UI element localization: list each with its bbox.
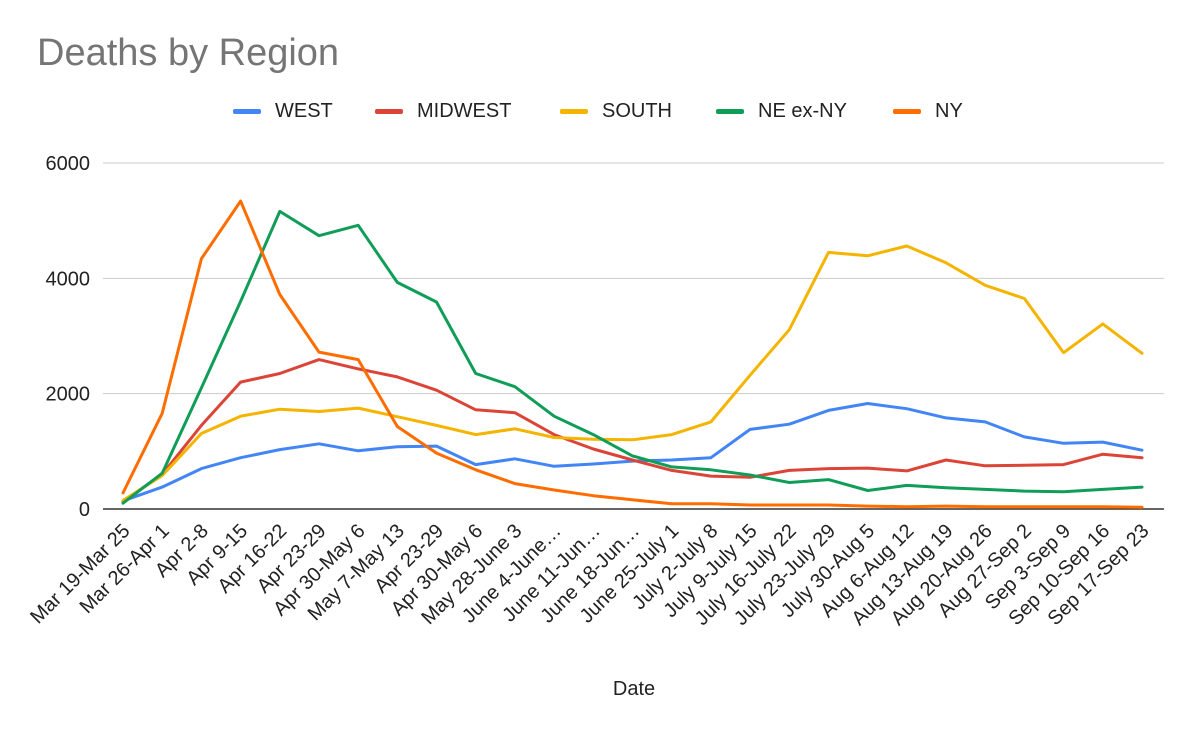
y-tick-label: 4000 bbox=[46, 268, 91, 290]
legend-label: MIDWEST bbox=[417, 99, 512, 122]
legend: WEST MIDWEST SOUTH NE ex-NY NY bbox=[0, 96, 1200, 126]
legend-label: NY bbox=[935, 99, 963, 122]
legend-item-west: WEST bbox=[233, 96, 333, 126]
legend-item-ny: NY bbox=[893, 96, 963, 126]
series-line-west bbox=[121, 402, 1144, 503]
legend-swatch bbox=[893, 108, 921, 114]
series-lines bbox=[121, 199, 1144, 509]
legend-label: WEST bbox=[275, 99, 333, 122]
series-line-south bbox=[121, 244, 1144, 502]
x-axis-title: Date bbox=[612, 678, 656, 700]
legend-swatch bbox=[716, 108, 744, 114]
legend-item-midwest: MIDWEST bbox=[375, 96, 511, 126]
y-tick-label: 6000 bbox=[46, 153, 91, 175]
grid-lines bbox=[103, 162, 1164, 510]
legend-label: SOUTH bbox=[602, 99, 672, 122]
series-line-ny bbox=[121, 199, 1144, 509]
legend-item-south: SOUTH bbox=[560, 96, 672, 126]
y-tick-label: 0 bbox=[79, 499, 90, 521]
legend-item-ne-ex-ny: NE ex-NY bbox=[716, 96, 847, 126]
series-line-midwest bbox=[121, 358, 1144, 503]
legend-swatch bbox=[560, 108, 588, 114]
legend-label: NE ex-NY bbox=[758, 99, 847, 122]
y-axis-ticks: 0 2000 4000 6000 bbox=[46, 153, 91, 521]
chart-title: Deaths by Region bbox=[37, 32, 340, 74]
legend-swatch bbox=[233, 108, 261, 114]
y-tick-label: 2000 bbox=[46, 384, 91, 406]
series-line-ne-ex-ny bbox=[121, 209, 1144, 505]
legend-swatch bbox=[375, 108, 403, 114]
